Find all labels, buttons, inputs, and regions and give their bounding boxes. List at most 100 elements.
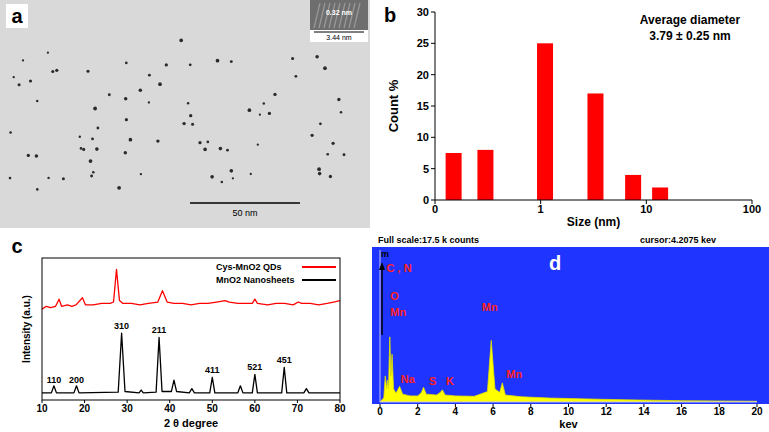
particle [219, 147, 223, 151]
particle [125, 62, 128, 65]
y-tick-label: 25 [417, 37, 429, 49]
panel-letter: b [384, 4, 396, 26]
particle [310, 134, 313, 137]
y-tick [431, 137, 435, 138]
particle [9, 177, 12, 180]
bar [477, 150, 493, 200]
peak-label: 211 [152, 325, 167, 335]
particle [165, 63, 168, 66]
y-tick-label: 15 [417, 100, 429, 112]
x-tick-label: 10 [563, 406, 575, 417]
inset-scale-bar [314, 32, 364, 33]
inset-strip [310, 30, 368, 42]
peak-label: 521 [247, 362, 262, 372]
x-tick-label: 20 [751, 406, 763, 417]
x-axis [435, 200, 752, 201]
bar [537, 43, 553, 200]
bar [587, 93, 603, 200]
particle [27, 154, 30, 157]
particle [221, 181, 224, 184]
inset-label: 3.44 nm [326, 34, 351, 41]
x-tick-label: 70 [292, 403, 304, 414]
particle [268, 112, 271, 115]
particle [189, 114, 192, 117]
inset-image [310, 0, 368, 30]
x-tick-label: 100 [743, 203, 761, 215]
x-tick-label: 12 [601, 406, 613, 417]
element-label: S [429, 375, 436, 387]
y-axis-title: Count % [386, 79, 401, 132]
particle [326, 153, 329, 156]
x-tick-label: 10 [36, 403, 48, 414]
particles [9, 39, 346, 191]
particle [13, 76, 15, 78]
particle [22, 59, 24, 61]
particle [323, 66, 327, 70]
particle [203, 148, 207, 152]
lattice-fringe [314, 3, 320, 28]
particle [179, 39, 183, 43]
x-tick-label: 40 [164, 403, 176, 414]
y-tick-label: 20 [417, 69, 429, 81]
y-tick [431, 74, 435, 75]
x-tick-label: 30 [122, 403, 134, 414]
particle [35, 154, 39, 158]
particle [129, 138, 133, 142]
x-tick-label: 6 [490, 406, 496, 417]
particle [273, 93, 276, 96]
element-label: O [390, 290, 399, 302]
spectrum-area [380, 337, 757, 402]
particle [315, 55, 319, 59]
element-label: Mn [482, 301, 498, 313]
particle [82, 148, 85, 151]
x-tick-label: 50 [207, 403, 219, 414]
particle [206, 141, 209, 144]
particle [47, 52, 49, 54]
particle [86, 70, 89, 73]
bar [625, 175, 641, 200]
x-tick-label: 16 [676, 406, 688, 417]
x-tick-label: 10 [640, 203, 652, 215]
x-tick-label: 80 [334, 403, 346, 414]
x-axis-title: 2 θ degree [164, 417, 218, 429]
panel-letter: c [11, 235, 22, 257]
scale-bar [190, 202, 300, 204]
arrow [381, 268, 383, 335]
panel-background [372, 232, 769, 432]
panel-background [375, 0, 769, 228]
peak-label: 411 [205, 365, 220, 375]
particle [79, 136, 81, 138]
element-label: m [381, 249, 389, 259]
legend-label: MnO2 Nanosheets [216, 275, 295, 285]
panel-letter-box [6, 4, 28, 28]
y-tick [431, 106, 435, 107]
particle [80, 147, 83, 150]
x-tick-label: 2 [415, 406, 421, 417]
particle [343, 153, 346, 156]
legend-label: Cys-MnO2 QDs [216, 262, 282, 272]
particle [89, 159, 93, 163]
x-tick-label: 4 [453, 406, 459, 417]
particle [36, 100, 38, 102]
particle [148, 101, 150, 103]
x-tick-label: 20 [79, 403, 91, 414]
particle [337, 98, 340, 101]
particle [140, 173, 142, 175]
x-tick-label: 0 [432, 203, 438, 215]
element-label: Mn [390, 306, 406, 318]
particle [36, 188, 39, 191]
particle [198, 141, 201, 144]
particle [230, 60, 233, 63]
particle [139, 89, 143, 93]
particle [92, 171, 95, 174]
particle [148, 74, 151, 77]
panel-letter: a [11, 5, 23, 27]
scale-bar-label: 50 nm [232, 208, 257, 218]
x-tick-label: 1 [538, 203, 544, 215]
bar [446, 153, 462, 200]
panel-background [0, 232, 370, 432]
series-line [42, 333, 340, 393]
particle [318, 172, 322, 176]
x-tick-label: 18 [714, 406, 726, 417]
particle [295, 75, 298, 78]
